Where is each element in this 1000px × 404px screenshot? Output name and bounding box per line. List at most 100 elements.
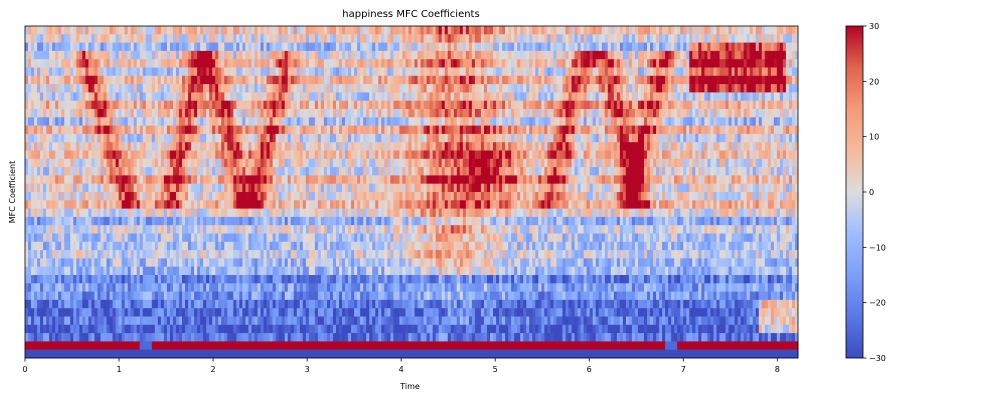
heatmap-cell bbox=[136, 26, 141, 35]
heatmap-cell bbox=[402, 59, 406, 68]
heatmap-cell bbox=[441, 142, 446, 151]
heatmap-cell bbox=[746, 167, 751, 176]
heatmap-cell bbox=[411, 34, 415, 43]
heatmap-cell bbox=[640, 100, 645, 110]
heatmap-cell bbox=[662, 133, 666, 143]
heatmap-cell bbox=[752, 167, 757, 176]
heatmap-cell bbox=[725, 100, 729, 110]
heatmap-cell bbox=[67, 167, 71, 176]
heatmap-cell bbox=[779, 50, 784, 60]
heatmap-cell bbox=[106, 125, 110, 135]
heatmap-cell bbox=[49, 92, 53, 102]
heatmap-cell bbox=[263, 59, 267, 68]
heatmap-cell bbox=[432, 142, 437, 151]
heatmap-cell bbox=[124, 183, 129, 193]
heatmap-cell bbox=[785, 142, 790, 151]
heatmap-cell bbox=[662, 92, 666, 102]
heatmap-cell bbox=[499, 34, 503, 43]
heatmap-cell bbox=[314, 158, 319, 168]
heatmap-cell bbox=[369, 84, 373, 93]
heatmap-cell bbox=[263, 50, 267, 60]
heatmap-cell bbox=[112, 59, 116, 68]
heatmap-cell bbox=[49, 142, 53, 151]
heatmap-cell bbox=[402, 42, 406, 52]
heatmap-cell bbox=[541, 34, 545, 43]
heatmap-cell bbox=[402, 84, 406, 93]
heatmap-cell bbox=[236, 125, 240, 135]
heatmap-cell bbox=[148, 59, 153, 68]
heatmap-cell bbox=[375, 34, 379, 43]
heatmap-cell bbox=[160, 167, 165, 176]
heatmap-cell bbox=[511, 117, 515, 126]
heatmap-cell bbox=[121, 75, 126, 85]
heatmap-cell bbox=[520, 67, 524, 77]
heatmap-cell bbox=[55, 92, 59, 102]
heatmap-cell bbox=[734, 142, 739, 151]
heatmap-cell bbox=[462, 133, 467, 143]
heatmap-cell bbox=[767, 67, 772, 77]
heatmap-cell bbox=[640, 167, 645, 176]
heatmap-cell bbox=[305, 50, 310, 60]
heatmap-cell bbox=[556, 142, 560, 151]
heatmap-cell bbox=[94, 167, 98, 176]
heatmap-cell bbox=[287, 75, 292, 85]
heatmap-cell bbox=[100, 109, 104, 118]
heatmap-cell bbox=[634, 67, 639, 77]
heatmap-cell bbox=[665, 142, 669, 151]
heatmap-cell bbox=[191, 167, 195, 176]
heatmap-cell bbox=[746, 125, 751, 135]
heatmap-cell bbox=[215, 75, 219, 85]
heatmap-cell bbox=[704, 150, 708, 160]
heatmap-cell bbox=[172, 84, 177, 93]
heatmap-cell bbox=[157, 50, 162, 60]
heatmap-cell bbox=[127, 84, 132, 93]
heatmap-cell bbox=[299, 150, 304, 160]
heatmap-cell bbox=[788, 142, 793, 151]
heatmap-cell bbox=[761, 26, 766, 35]
heatmap-cell bbox=[200, 50, 204, 60]
heatmap-cell bbox=[659, 133, 663, 143]
heatmap-cell bbox=[61, 42, 65, 52]
heatmap-cell bbox=[414, 92, 418, 102]
heatmap-cell bbox=[185, 59, 189, 68]
heatmap-cell bbox=[212, 175, 216, 185]
heatmap-cell bbox=[329, 67, 334, 77]
heatmap-cell bbox=[659, 84, 663, 93]
heatmap-cell bbox=[151, 26, 156, 35]
heatmap-cell bbox=[710, 59, 714, 68]
heatmap-cell bbox=[384, 92, 388, 102]
heatmap-cell bbox=[100, 133, 104, 143]
heatmap-cell bbox=[130, 59, 135, 68]
heatmap-cell bbox=[752, 92, 757, 102]
heatmap-cell bbox=[257, 175, 261, 185]
heatmap-cell bbox=[480, 109, 485, 118]
heatmap-cell bbox=[444, 75, 449, 85]
heatmap-cell bbox=[532, 158, 536, 168]
heatmap-cell bbox=[770, 175, 775, 185]
heatmap-cell bbox=[713, 100, 717, 110]
heatmap-cell bbox=[640, 26, 645, 35]
heatmap-cell bbox=[257, 34, 261, 43]
heatmap-cell bbox=[393, 100, 397, 110]
heatmap-cell bbox=[329, 167, 334, 176]
heatmap-cell bbox=[296, 150, 301, 160]
heatmap-cell bbox=[734, 26, 739, 35]
heatmap-cell bbox=[764, 67, 769, 77]
heatmap-cell bbox=[619, 175, 624, 185]
heatmap-cell bbox=[203, 142, 207, 151]
heatmap-cell bbox=[100, 84, 104, 93]
heatmap-cell bbox=[767, 117, 772, 126]
heatmap-cell bbox=[767, 125, 772, 135]
heatmap-cell bbox=[115, 175, 120, 185]
heatmap-cell bbox=[450, 109, 455, 118]
heatmap-cell bbox=[631, 59, 636, 68]
heatmap-cell bbox=[179, 117, 183, 126]
heatmap-cell bbox=[209, 150, 213, 160]
heatmap-cell bbox=[230, 150, 234, 160]
heatmap-cell bbox=[553, 42, 557, 52]
heatmap-cell bbox=[686, 100, 690, 110]
heatmap-cell bbox=[34, 158, 38, 168]
heatmap-cell bbox=[517, 67, 521, 77]
heatmap-cell bbox=[311, 117, 316, 126]
heatmap-cell bbox=[191, 42, 195, 52]
